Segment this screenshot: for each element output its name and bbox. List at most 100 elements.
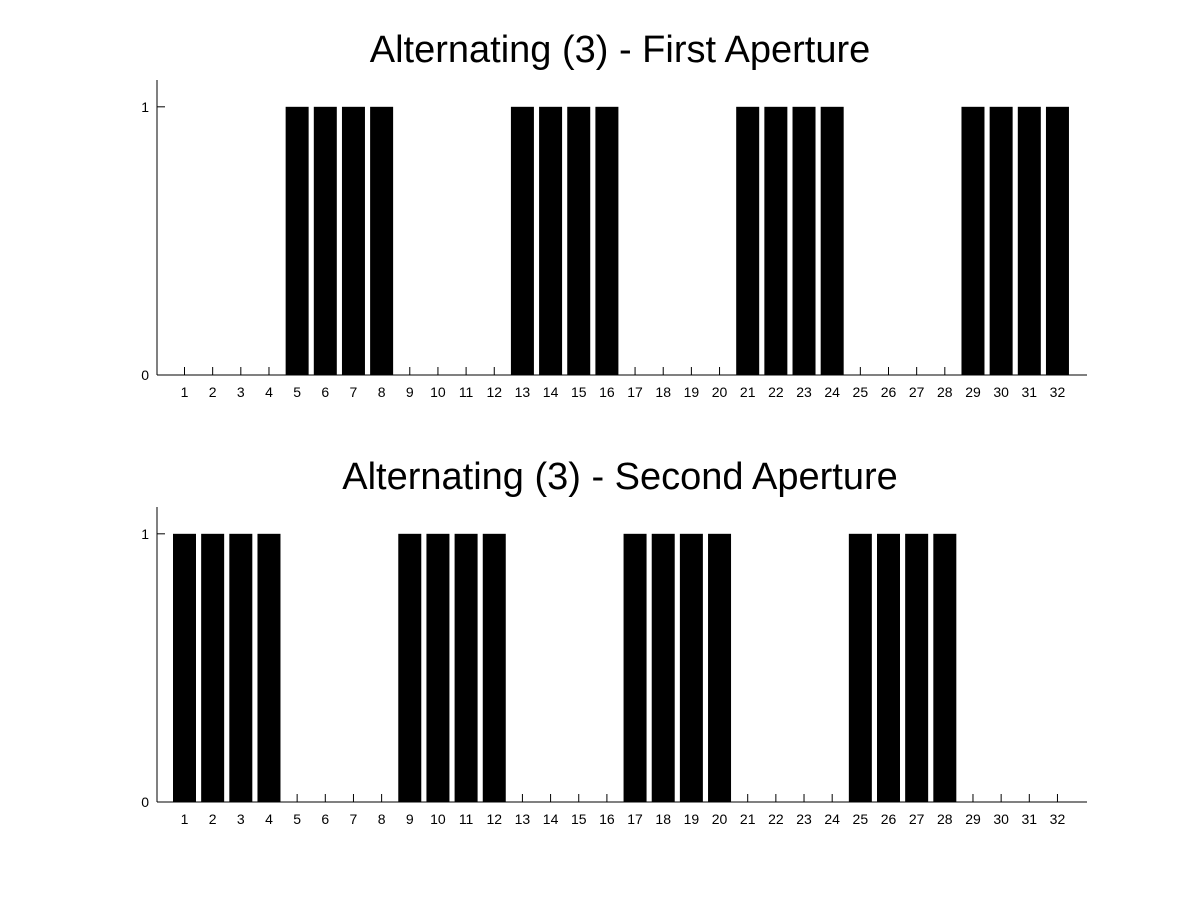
bar <box>313 106 337 376</box>
bar <box>989 106 1013 376</box>
x-tick-label: 18 <box>655 811 671 827</box>
x-tick-label: 16 <box>599 384 615 400</box>
bar <box>257 533 281 802</box>
x-tick-label: 27 <box>909 384 925 400</box>
x-tick-label: 30 <box>993 811 1009 827</box>
bar <box>1045 106 1069 376</box>
x-tick-label: 8 <box>378 384 386 400</box>
x-tick-label: 17 <box>627 811 643 827</box>
x-tick-label: 10 <box>430 384 446 400</box>
bar <box>961 106 985 376</box>
x-tick-label: 23 <box>796 811 812 827</box>
bar <box>539 106 563 376</box>
x-tick-label: 22 <box>768 811 784 827</box>
x-tick-label: 6 <box>321 811 329 827</box>
x-tick-label: 28 <box>937 384 953 400</box>
x-tick-label: 20 <box>712 384 728 400</box>
x-tick-label: 3 <box>237 811 245 827</box>
bar <box>567 106 591 376</box>
x-tick-label: 5 <box>293 384 301 400</box>
x-tick-label: 2 <box>209 384 217 400</box>
x-tick-label: 16 <box>599 811 615 827</box>
x-tick-label: 24 <box>824 811 840 827</box>
x-tick-label: 12 <box>486 811 502 827</box>
y-tick-label: 1 <box>141 526 149 542</box>
y-tick-label: 1 <box>141 99 149 115</box>
x-tick-label: 21 <box>740 384 756 400</box>
bar <box>482 533 506 802</box>
x-tick-label: 4 <box>265 384 273 400</box>
x-tick-label: 7 <box>350 384 358 400</box>
x-tick-label: 31 <box>1022 811 1038 827</box>
x-tick-label: 25 <box>853 384 869 400</box>
x-tick-label: 10 <box>430 811 446 827</box>
x-tick-label: 2 <box>209 811 217 827</box>
bar <box>173 533 196 802</box>
bar <box>792 106 816 376</box>
bar <box>905 533 929 802</box>
bar <box>201 533 225 802</box>
x-tick-label: 26 <box>881 811 897 827</box>
bar <box>679 533 703 802</box>
x-tick-label: 9 <box>406 811 414 827</box>
x-tick-label: 28 <box>937 811 953 827</box>
bar <box>848 533 872 802</box>
bar <box>1017 106 1041 376</box>
x-tick-label: 7 <box>350 811 358 827</box>
chart-first-aperture: Alternating (3) - First Aperture 011 2 3 4 5… <box>141 29 1087 400</box>
bar <box>708 533 732 802</box>
y-tick-label: 0 <box>141 794 149 810</box>
x-tick-label: 5 <box>293 811 301 827</box>
x-tick-label: 27 <box>909 811 925 827</box>
bar <box>426 533 450 802</box>
bar <box>454 533 478 802</box>
x-tick-label: 25 <box>853 811 869 827</box>
chart-title: Alternating (3) - First Aperture <box>370 29 871 71</box>
x-tick-label: 9 <box>406 384 414 400</box>
x-tick-label: 1 <box>181 384 189 400</box>
x-tick-label: 32 <box>1050 811 1066 827</box>
bar <box>370 106 394 376</box>
x-tick-label: 29 <box>965 811 981 827</box>
bar <box>820 106 844 376</box>
bar <box>285 106 309 376</box>
bar <box>341 106 365 376</box>
chart-title: Alternating (3) - Second Aperture <box>342 456 898 498</box>
bar <box>877 533 900 802</box>
x-tick-label: 14 <box>543 384 559 400</box>
bar <box>764 106 788 376</box>
x-tick-label: 31 <box>1022 384 1038 400</box>
bar <box>510 106 534 376</box>
x-tick-label: 24 <box>824 384 840 400</box>
x-tick-label: 13 <box>515 811 531 827</box>
x-tick-label: 11 <box>459 811 474 827</box>
bar <box>398 533 422 802</box>
x-tick-label: 12 <box>486 384 502 400</box>
x-tick-label: 19 <box>684 384 700 400</box>
x-tick-label: 32 <box>1050 384 1066 400</box>
x-tick-label: 15 <box>571 811 587 827</box>
x-tick-label: 26 <box>881 384 897 400</box>
x-tick-label: 30 <box>993 384 1009 400</box>
x-tick-label: 15 <box>571 384 587 400</box>
x-tick-label: 14 <box>543 811 559 827</box>
x-tick-label: 1 <box>181 811 189 827</box>
chart-second-aperture: Alternating (3) - Second Aperture 011 2 3 4… <box>141 456 1087 827</box>
x-tick-label: 11 <box>459 384 474 400</box>
x-tick-label: 22 <box>768 384 784 400</box>
x-tick-label: 18 <box>655 384 671 400</box>
y-tick-label: 0 <box>141 367 149 383</box>
x-tick-label: 6 <box>321 384 329 400</box>
bar <box>595 106 619 376</box>
x-tick-label: 20 <box>712 811 728 827</box>
x-tick-label: 3 <box>237 384 245 400</box>
bar <box>736 106 760 376</box>
x-tick-label: 19 <box>684 811 700 827</box>
x-tick-label: 8 <box>378 811 386 827</box>
bar <box>933 533 957 802</box>
x-tick-label: 17 <box>627 384 643 400</box>
x-tick-label: 13 <box>515 384 531 400</box>
x-tick-label: 23 <box>796 384 812 400</box>
x-tick-label: 4 <box>265 811 273 827</box>
